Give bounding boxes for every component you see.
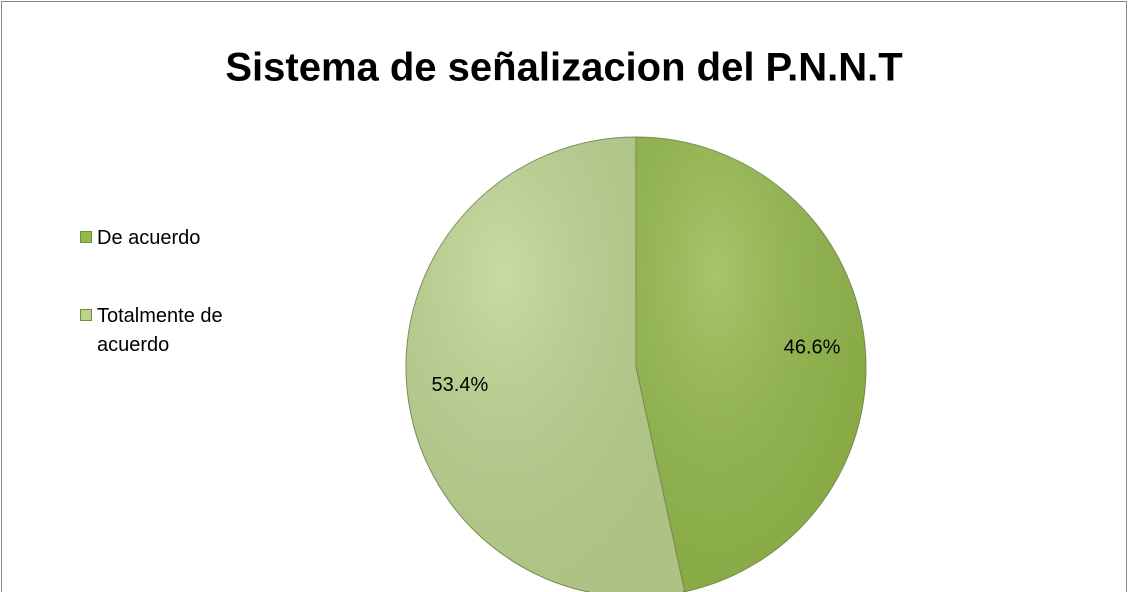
legend-item: De acuerdo bbox=[80, 224, 240, 253]
data-label: 46.6% bbox=[784, 336, 841, 358]
legend-item: Totalmente de acuerdo bbox=[80, 302, 240, 360]
pie: 46.6% 53.4% bbox=[405, 136, 867, 592]
legend-label: De acuerdo bbox=[97, 227, 201, 249]
legend-swatch bbox=[80, 309, 92, 321]
legend-label: Totalmente de acuerdo bbox=[97, 305, 223, 356]
data-label: 53.4% bbox=[432, 374, 489, 396]
chart-title: Sistema de señalizacion del P.N.N.T bbox=[225, 46, 902, 90]
legend-swatch bbox=[80, 231, 92, 243]
